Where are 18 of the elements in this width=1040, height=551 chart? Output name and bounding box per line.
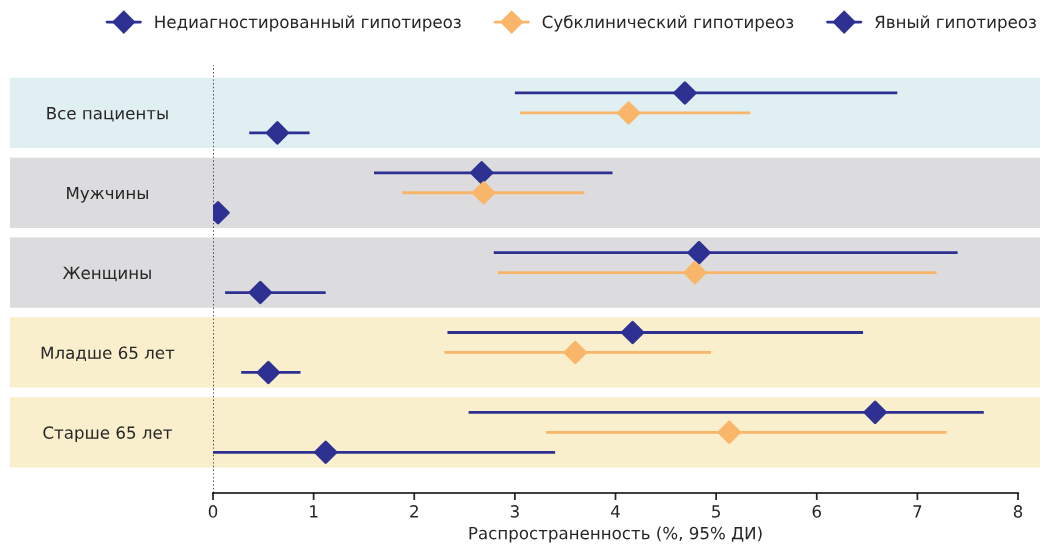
x-tick-label: 6: [812, 505, 821, 518]
legend-label: Явный гипотиреоз: [875, 15, 1036, 32]
y-tick-label: Все пациенты: [47, 107, 168, 122]
legend-label: Недиагностированный гипотиреоз: [155, 15, 461, 32]
x-tick-label: 1: [310, 505, 318, 518]
legend-label: Субклинический гипотиреоз: [542, 15, 794, 32]
x-tick-label: 0: [208, 505, 218, 518]
x-tick-label: 4: [611, 505, 620, 518]
y-tick-label: Младше 65 лет: [41, 346, 175, 362]
x-tick-label: 2: [410, 505, 418, 518]
y-tick-label: Мужчины: [67, 186, 148, 203]
x-tick-label: 7: [913, 505, 922, 518]
x-tick-label: 8: [1013, 505, 1023, 518]
y-tick-label: Женщины: [62, 266, 151, 282]
x-axis-title: Распространенность (%, 95% ДИ): [469, 526, 762, 543]
x-tick-label: 5: [712, 505, 720, 518]
y-tick-label: Старше 65 лет: [43, 426, 172, 443]
x-tick-label: 3: [510, 505, 519, 518]
